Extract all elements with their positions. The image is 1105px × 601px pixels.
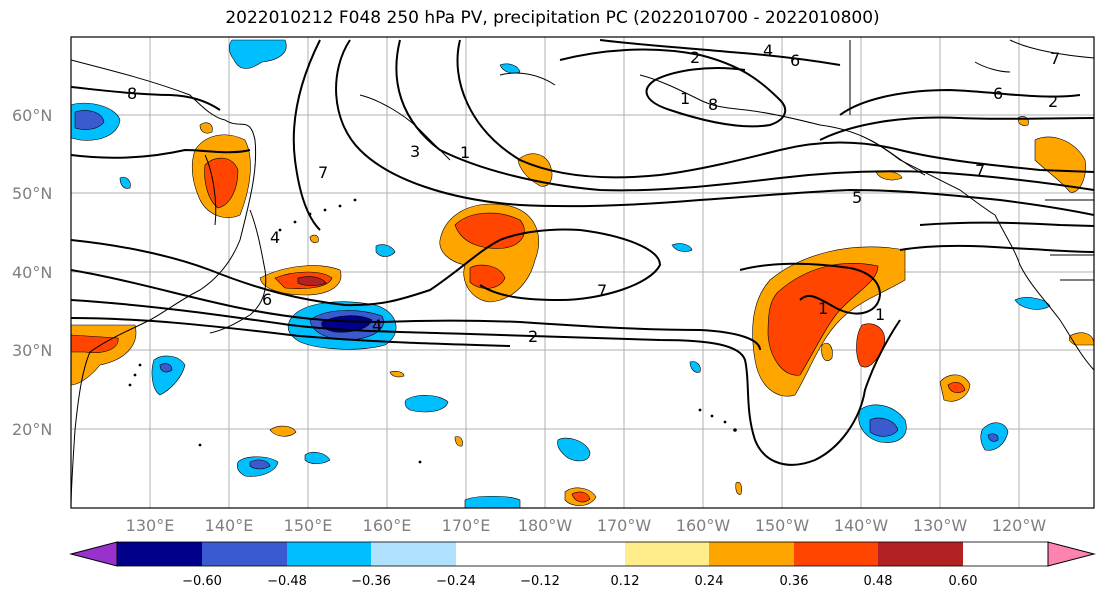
contour-label: 4 (372, 316, 382, 335)
coastlines (71, 39, 1094, 508)
lon-label: 170°E (442, 516, 491, 535)
precip-positive-shading (71, 116, 1094, 506)
contour-label: 2 (528, 327, 538, 346)
lon-label: 150°E (284, 516, 333, 535)
lon-label: 130°E (126, 516, 175, 535)
lon-label: 130°W (913, 516, 968, 535)
contour-label: 2 (1048, 92, 1058, 111)
colorbar: −0.60 −0.48 −0.36 −0.24 −0.12 0.12 0.24 0.36 0.4… (69, 541, 1096, 589)
colorbar-segment (371, 542, 456, 566)
latitude-labels: 60°N 50°N 40°N 30°N 20°N (12, 106, 52, 439)
longitude-labels: 130°E 140°E 150°E 160°E 170°E 180°W 170°… (126, 516, 1047, 535)
colorbar-segment (709, 542, 794, 566)
lat-label-40n: 40°N (12, 263, 52, 282)
lat-label-50n: 50°N (12, 184, 52, 203)
colorbar-tick-label: 0.24 (695, 574, 724, 589)
colorbar-segment (202, 542, 287, 566)
colorbar-tick-label: −0.24 (436, 574, 476, 589)
colorbar-segment (625, 542, 709, 566)
contour-label: 5 (852, 188, 862, 207)
map-border (70, 36, 1095, 509)
contour-label: 2 (690, 48, 700, 67)
pv-contours (71, 39, 1094, 466)
contour-label: 1 (460, 143, 470, 162)
contour-label: 6 (790, 51, 800, 70)
colorbar-segment (878, 542, 963, 566)
contour-label: 1 (875, 305, 885, 324)
colorbar-left-extension (69, 541, 118, 567)
colorbar-tick-label: 0.60 (949, 574, 978, 589)
lon-label: 150°W (755, 516, 810, 535)
colorbar-tick-label: 0.12 (611, 574, 640, 589)
colorbar-tick-label: −0.48 (267, 574, 307, 589)
contour-label: 1 (818, 299, 828, 318)
lon-label: 160°W (676, 516, 731, 535)
colorbar-segment (117, 542, 202, 566)
contour-label: 4 (763, 41, 773, 60)
contour-label: 4 (270, 228, 280, 247)
contour-label: 7 (1050, 49, 1060, 68)
colorbar-segment (287, 542, 371, 566)
lat-label-60n: 60°N (12, 106, 52, 125)
contour-label: 7 (975, 161, 985, 180)
contour-label: 8 (127, 84, 137, 103)
contour-label: 7 (597, 281, 607, 300)
colorbar-segment (456, 542, 540, 566)
lon-label: 140°E (205, 516, 254, 535)
colorbar-tick-label: −0.12 (520, 574, 560, 589)
contour-label: 3 (410, 142, 420, 161)
gridlines (71, 37, 1094, 508)
colorbar-segment (794, 542, 878, 566)
contour-label: 7 (318, 163, 328, 182)
colorbar-frame (116, 541, 1049, 567)
colorbar-tick-label: 0.36 (780, 574, 809, 589)
lon-label: 120°W (992, 516, 1047, 535)
colorbar-tick-label: −0.36 (351, 574, 391, 589)
lon-label: 180°W (518, 516, 573, 535)
colorbar-right-extension (1047, 541, 1096, 567)
lon-label: 140°W (834, 516, 889, 535)
lon-label: 160°E (363, 516, 412, 535)
contour-labels: 8 7 6 4 3 2 1 2 4 6 8 1 5 7 6 2 7 7 4 1 … (127, 41, 1060, 346)
lon-label: 170°W (597, 516, 652, 535)
colorbar-tick-label: 0.48 (864, 574, 893, 589)
contour-label: 1 (680, 89, 690, 108)
lat-label-30n: 30°N (12, 341, 52, 360)
contour-label: 6 (993, 84, 1003, 103)
contour-label: 6 (262, 290, 272, 309)
colorbar-tick-label: −0.60 (182, 574, 222, 589)
contour-label: 8 (708, 95, 718, 114)
colorbar-segment (540, 542, 625, 566)
lat-label-20n: 20°N (12, 420, 52, 439)
map-title: 2022010212 F048 250 hPa PV, precipitatio… (225, 8, 880, 28)
